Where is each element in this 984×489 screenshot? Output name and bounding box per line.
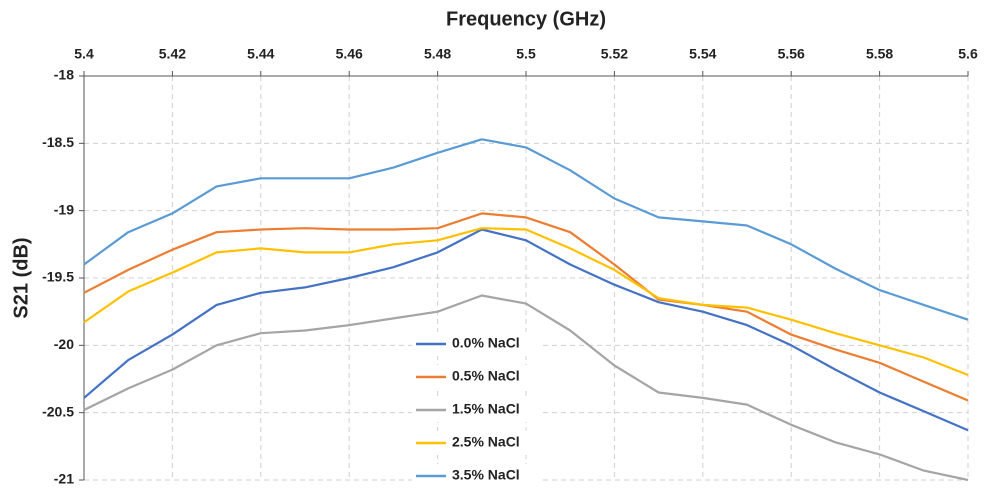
legend-label: 0.5% NaCl [452, 368, 520, 384]
x-tick-label: 5.5 [516, 46, 536, 62]
legend-label: 3.5% NaCl [452, 467, 520, 483]
data-line [83, 294, 969, 482]
y-tick-label: -20 [54, 336, 74, 352]
x-tick-label: 5.54 [689, 46, 716, 62]
y-tick-label: -21 [54, 471, 74, 487]
legend-label: 1.5% NaCl [452, 401, 520, 417]
x-tick-label: 5.46 [336, 46, 363, 62]
data-line [83, 228, 969, 432]
x-tick-label: 5.44 [247, 46, 274, 62]
y-tick-label: -19.5 [42, 269, 74, 285]
y-axis-title: S21 (dB) [10, 237, 32, 318]
x-tick-label: 5.48 [424, 46, 451, 62]
data-line [83, 212, 969, 402]
x-axis-title: Frequency (GHz) [446, 8, 606, 30]
legend-label: 0.0% NaCl [452, 335, 520, 351]
y-tick-label: -19 [54, 201, 74, 217]
x-tick-label: 5.58 [866, 46, 893, 62]
legend-label: 2.5% NaCl [452, 434, 520, 450]
x-tick-label: 5.42 [159, 46, 186, 62]
data-line [83, 138, 969, 321]
y-tick-label: -18.5 [42, 134, 74, 150]
x-tick-label: 5.4 [74, 46, 94, 62]
y-tick-label: -18 [54, 67, 74, 83]
x-tick-label: 5.56 [778, 46, 805, 62]
x-tick-label: 5.6 [958, 46, 978, 62]
data-line [83, 227, 969, 377]
y-tick-label: -20.5 [42, 403, 74, 419]
x-tick-label: 5.52 [601, 46, 628, 62]
